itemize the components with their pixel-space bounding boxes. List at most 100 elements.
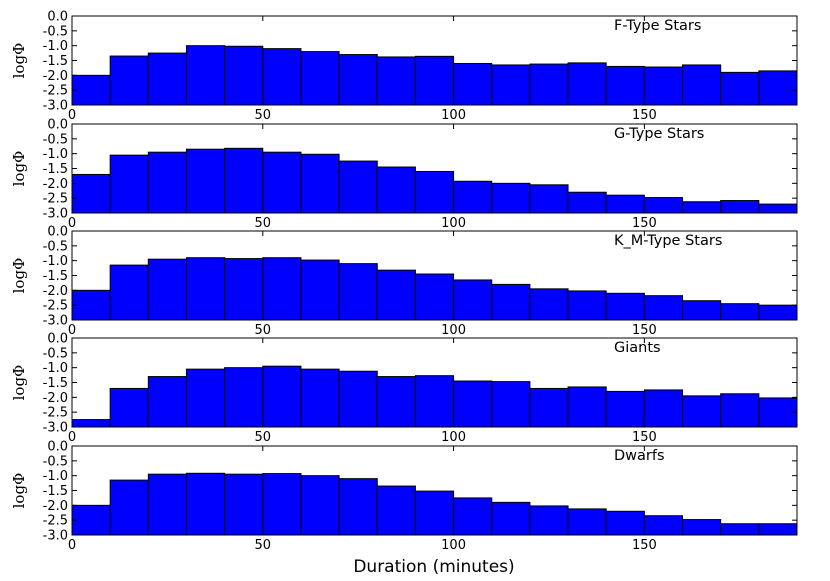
histogram-bar	[491, 64, 531, 106]
histogram-bar	[185, 45, 226, 106]
x-tick-label: 0	[68, 108, 76, 123]
histogram-bar	[605, 390, 645, 428]
histogram-bar	[262, 48, 302, 106]
y-tick-label: -2.0	[43, 391, 68, 406]
histogram-bar	[147, 258, 187, 321]
panel-title: G-Type Stars	[614, 126, 704, 142]
histogram-bar	[720, 200, 760, 214]
panels: 0.0-0.5-1.0-1.5-2.0-2.5-3.00 50 100 150logΦ…	[10, 10, 798, 553]
histogram-bar	[71, 504, 111, 536]
histogram-bar	[682, 300, 722, 321]
histogram-bar	[376, 376, 416, 428]
x-tick-label: 0	[68, 430, 76, 445]
y-tick-label: -1.5	[43, 54, 68, 69]
y-tick-label: -1.5	[43, 162, 68, 177]
histogram-bar	[453, 380, 493, 428]
histogram-bar	[262, 473, 302, 536]
chart-panel: 0.0-0.5-1.0-1.5-2.0-2.5-3.00 50 100 150 logΦ…	[10, 10, 798, 123]
histogram-bar	[147, 376, 187, 428]
y-tick-label: -0.5	[43, 346, 68, 361]
y-tick-label: -0.5	[43, 454, 68, 469]
histogram-bar	[758, 397, 798, 428]
y-tick-label: -3.0	[43, 421, 68, 436]
histogram-bar	[720, 71, 760, 106]
chart-panel: 0.0-0.5-1.0-1.5-2.0-2.5-3.00 50 100 150 logΦ…	[10, 440, 798, 553]
histogram-bar	[453, 497, 493, 536]
chart-panel: 0.0-0.5-1.0-1.5-2.0-2.5-3.00 50 100 150 logΦ…	[10, 225, 798, 338]
histogram-bar	[567, 191, 607, 214]
histogram-bar	[720, 303, 760, 321]
panel-title: Dwarfs	[614, 448, 665, 464]
histogram-bar	[414, 170, 455, 214]
x-tick-label: 50	[255, 108, 272, 123]
x-tick-label: 100	[441, 538, 466, 553]
histogram-bar	[682, 64, 722, 106]
histogram-bar	[224, 367, 264, 428]
histogram-bar	[643, 515, 684, 536]
x-tick-label: 50	[255, 538, 272, 553]
y-tick-label: -2.5	[43, 192, 68, 207]
histogram-bar	[491, 501, 531, 536]
y-tick-label: -0.5	[43, 132, 68, 147]
histogram-bar	[300, 51, 340, 106]
y-tick-label: -1.0	[43, 361, 68, 376]
histogram-bar	[643, 389, 684, 428]
histogram-bar	[376, 166, 416, 214]
y-axis-label: logΦ	[10, 258, 28, 294]
x-tick-label: 100	[441, 323, 466, 338]
histogram-bar	[224, 45, 264, 106]
y-tick-label: -1.0	[43, 469, 68, 484]
histogram-bar	[605, 65, 645, 106]
histogram-bar	[147, 52, 187, 106]
x-tick-label: 100	[441, 430, 466, 445]
x-tick-label: 50	[255, 430, 272, 445]
histogram-bar	[414, 490, 455, 536]
y-axis-label: logΦ	[10, 365, 28, 401]
y-tick-label: -1.5	[43, 484, 68, 499]
panel-title: Giants	[614, 340, 661, 356]
x-tick-label: 100	[441, 216, 466, 231]
histogram-bar	[109, 387, 149, 428]
histogram-bar	[529, 63, 569, 106]
histogram-bar	[643, 66, 684, 106]
y-tick-label: -0.5	[43, 239, 68, 254]
chart-panel: 0.0-0.5-1.0-1.5-2.0-2.5-3.00 50 100 150 logΦ…	[10, 118, 798, 231]
y-tick-label: 0.0	[47, 440, 68, 455]
histogram-bar	[682, 519, 722, 536]
histogram-bar	[643, 295, 684, 321]
histogram-bar	[338, 478, 378, 536]
y-tick-label: -2.0	[43, 177, 68, 192]
histogram-bar	[224, 258, 264, 321]
y-tick-label: -3.0	[43, 207, 68, 222]
histogram-bar	[185, 368, 226, 428]
panel-title: F-Type Stars	[614, 18, 701, 34]
histogram-bar	[71, 74, 111, 106]
y-axis-label: logΦ	[10, 151, 28, 187]
x-tick-label: 150	[632, 108, 657, 123]
y-tick-label: 0.0	[47, 332, 68, 347]
histogram-bar	[529, 505, 569, 536]
y-tick-label: -0.5	[43, 24, 68, 39]
histogram-bar	[338, 54, 378, 106]
y-tick-label: -1.0	[43, 39, 68, 54]
histogram-bar	[643, 197, 684, 214]
histogram-bar	[185, 472, 226, 536]
y-tick-label: -1.0	[43, 147, 68, 162]
histogram-bar	[185, 257, 226, 321]
histogram-bar	[491, 283, 531, 321]
histogram-bar	[300, 259, 340, 321]
y-tick-label: -3.0	[43, 529, 68, 544]
histogram-bar	[682, 201, 722, 214]
histogram-bar	[376, 56, 416, 106]
histogram-bar	[453, 62, 493, 106]
x-tick-label: 50	[255, 216, 272, 231]
histogram-bar	[414, 55, 455, 106]
histogram-bar	[376, 269, 416, 321]
y-tick-label: -2.0	[43, 284, 68, 299]
histogram-bar	[529, 387, 569, 428]
histogram-bar	[414, 273, 455, 321]
y-tick-label: -2.0	[43, 69, 68, 84]
x-tick-label: 100	[441, 108, 466, 123]
x-tick-label: 150	[632, 323, 657, 338]
